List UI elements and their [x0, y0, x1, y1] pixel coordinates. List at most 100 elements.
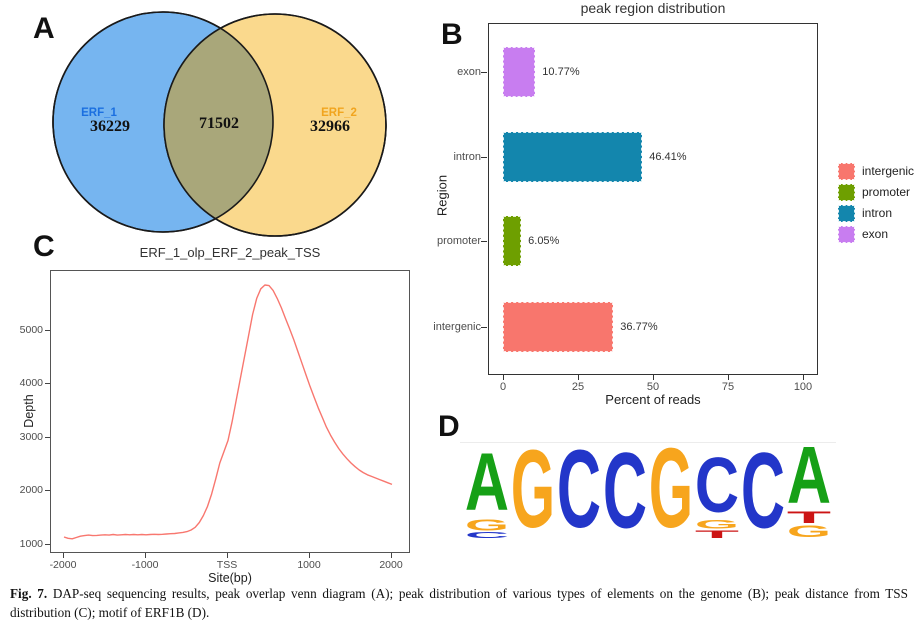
legend-label-exon: exon [862, 227, 889, 241]
venn-left-set-label: ERF_1 [81, 107, 117, 119]
line-chart-x-axis-title: Site(bp) [208, 571, 252, 585]
panel-b-label: B [441, 18, 463, 51]
x-axis-tick [145, 553, 146, 558]
logo-top-edge [460, 442, 836, 443]
y-axis-tick [45, 383, 50, 385]
x-axis-tick [728, 375, 729, 380]
category-tick [481, 241, 487, 242]
x-axis-tick [391, 553, 392, 558]
bar-chart-x-axis-title: Percent of reads [605, 392, 701, 407]
logo-letter-C: C [603, 430, 647, 551]
x-axis-tick-label: TSS [216, 559, 238, 571]
venn-left-outline [52, 11, 274, 233]
x-axis-tick-label: 0 [499, 381, 507, 393]
panel-c-label: C [33, 230, 55, 263]
category-label-intergenic: intergenic [433, 321, 481, 333]
x-axis-tick [578, 375, 579, 380]
svg-text:G: G [511, 428, 555, 551]
logo-column-2: G [510, 428, 556, 551]
logo-column-4: C [602, 430, 648, 551]
x-axis-tick-label: 1000 [297, 559, 321, 571]
category-label-exon: exon [457, 66, 481, 78]
svg-text:A: A [787, 430, 831, 520]
x-axis-tick-label: 50 [646, 381, 660, 393]
svg-text:C: C [603, 430, 647, 551]
category-tick [481, 157, 487, 158]
bar-promoter [503, 216, 522, 266]
logo-letter-G: G [511, 428, 555, 551]
y-axis-tick [45, 544, 50, 545]
y-axis-tick [45, 436, 50, 438]
category-label-intron: intron [453, 151, 481, 163]
x-axis-tick-label: 2000 [379, 559, 403, 571]
panel-a-label: A [33, 12, 55, 45]
legend-label-promoter: promoter [862, 185, 911, 199]
y-axis-tick-label: 2000 [19, 484, 43, 497]
x-axis-tick-label: -1000 [131, 559, 159, 571]
logo-letter-A: A [787, 430, 831, 520]
venn-diagram: ERF_1 36229 71502 ERF_2 32966 [52, 11, 387, 237]
y-axis-tick-label: 5000 [19, 323, 43, 336]
bar-exon [503, 47, 536, 97]
bar-value-label: 36.77% [620, 321, 658, 333]
svg-text:G: G [787, 522, 831, 541]
venn-right-outline [163, 13, 387, 237]
legend-label-intergenic: intergenic [862, 164, 915, 178]
y-axis-tick [45, 329, 50, 331]
depth-profile-line [63, 284, 393, 540]
bar-chart-y-axis-title: Region [434, 174, 450, 217]
figure-caption: Fig. 7. DAP-seq sequencing results, peak… [10, 584, 908, 622]
logo-letter-C: C [557, 428, 601, 551]
x-axis-tick-label: 75 [721, 381, 735, 393]
bar-intron [503, 132, 643, 182]
category-tick [481, 327, 487, 328]
bar-value-label: 46.41% [649, 151, 687, 163]
line-chart-title: ERF_1_olp_ERF_2_peak_TSS [139, 245, 321, 260]
svg-text:G: G [695, 518, 739, 531]
svg-text:C: C [741, 430, 785, 551]
venn-overlap-region [164, 14, 273, 232]
logo-column-5: G [648, 425, 694, 551]
logo-letter-G: G [695, 518, 739, 531]
svg-text:T: T [695, 528, 739, 540]
logo-letter-C: C [465, 531, 509, 540]
figure-caption-label: Fig. 7. [10, 586, 48, 601]
legend-key-exon [838, 226, 855, 243]
x-axis-tick-label: 100 [793, 381, 813, 393]
logo-letter-G: G [465, 516, 509, 534]
x-axis-tick [503, 375, 504, 380]
figure-caption-text: DAP-seq sequencing results, peak overlap… [10, 586, 908, 621]
y-axis-tick-label: 1000 [19, 538, 43, 550]
category-label-promoter: promoter [436, 235, 481, 247]
x-axis-tick [227, 553, 228, 558]
venn-right-count: 32966 [310, 118, 350, 135]
logo-letter-T: T [787, 508, 831, 527]
bar-chart-title: peak region distribution [580, 0, 726, 16]
svg-text:T: T [787, 508, 831, 527]
legend-label-intron: intron [862, 206, 893, 220]
line-chart-y-axis-title: Depth [22, 394, 36, 428]
svg-text:C: C [695, 442, 739, 529]
venn-left-count: 36229 [90, 118, 130, 135]
panel-d-label: D [438, 410, 460, 443]
logo-letter-C: C [741, 430, 785, 551]
venn-right-set-label: ERF_2 [321, 107, 357, 119]
legend-key-intron [838, 205, 855, 222]
logo-letter-G: G [649, 425, 693, 551]
svg-text:C: C [465, 531, 509, 540]
venn-overlap-count: 71502 [199, 115, 239, 132]
y-axis-tick-label: 3000 [19, 430, 43, 443]
svg-text:A: A [465, 436, 509, 527]
category-tick [481, 72, 487, 73]
x-axis-tick [803, 375, 804, 380]
x-axis-tick [63, 553, 64, 558]
logo-column-7: C [740, 430, 786, 551]
x-axis-tick [653, 375, 654, 380]
y-axis-tick-label: 4000 [19, 377, 43, 390]
bar-value-label: 6.05% [528, 235, 560, 247]
svg-text:G: G [465, 516, 509, 534]
